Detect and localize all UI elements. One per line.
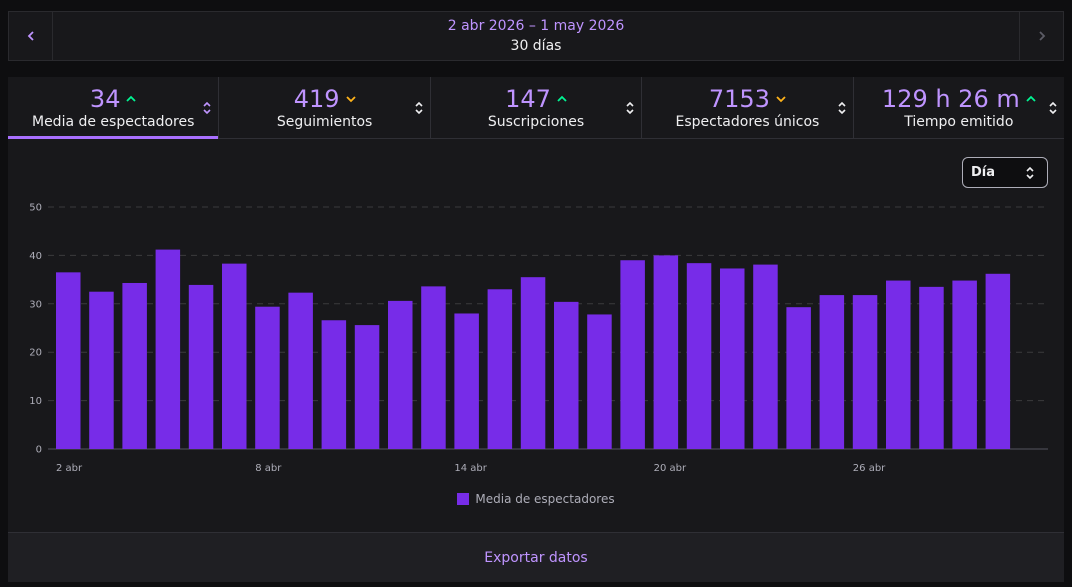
metric-label: Suscripciones <box>487 113 585 130</box>
bar <box>56 272 81 449</box>
metric-value: 34 <box>89 84 121 113</box>
bar <box>786 307 811 449</box>
metric-tab-follows[interactable]: 419 Seguimientos <box>219 77 431 138</box>
stats-panel: 34 Media de espectadores 419 Seguimiento… <box>8 77 1064 582</box>
bar <box>288 292 313 449</box>
select-chevron-icon <box>1026 166 1034 179</box>
bar <box>388 300 413 449</box>
y-tick-label: 0 <box>36 445 42 456</box>
legend-label: Media de espectadores <box>475 492 615 506</box>
bar <box>852 295 878 449</box>
bar <box>520 277 546 449</box>
bar <box>819 295 845 449</box>
export-bar: Exportar datos <box>8 532 1064 582</box>
bar <box>753 264 778 449</box>
metric-tab-unique-viewers[interactable]: 7153 Espectadores únicos <box>642 77 854 138</box>
trend-icon <box>1026 95 1036 102</box>
metric-tab-subscriptions[interactable]: 147 Suscripciones <box>431 77 643 138</box>
chart-legend[interactable]: Media de espectadores <box>8 492 1064 506</box>
date-range-days: 30 días <box>510 38 562 54</box>
metric-label: Espectadores únicos <box>675 113 820 130</box>
y-tick-label: 40 <box>29 251 42 262</box>
sort-icon <box>1049 101 1057 114</box>
bar <box>188 284 214 449</box>
bar <box>89 291 114 449</box>
sort-icon <box>838 101 846 114</box>
legend-swatch <box>457 493 470 505</box>
chevron-left-icon <box>27 31 34 41</box>
granularity-select[interactable]: Día <box>962 157 1048 188</box>
metric-value: 129 h 26 m <box>881 84 1020 113</box>
y-tick-label: 30 <box>29 299 42 310</box>
date-range-text: 2 abr 2026 – 1 may 2026 <box>447 18 625 34</box>
y-tick-label: 20 <box>29 348 42 359</box>
bar <box>421 286 446 449</box>
chevron-right-icon <box>1038 31 1045 41</box>
metric-label: Tiempo emitido <box>904 113 1014 130</box>
x-tick-label: 8 abr <box>255 463 282 474</box>
bar <box>985 273 1011 449</box>
bar <box>554 301 579 449</box>
sort-icon <box>203 101 211 114</box>
sort-icon <box>415 101 423 114</box>
metric-value: 7153 <box>708 84 770 113</box>
x-tick-label: 26 abr <box>853 463 886 474</box>
trend-icon <box>126 95 137 102</box>
metric-value: 147 <box>505 84 551 113</box>
bar <box>686 263 712 449</box>
sort-icon <box>626 101 634 114</box>
bar <box>919 286 944 449</box>
date-range-display[interactable]: 2 abr 2026 – 1 may 2026 30 días <box>53 12 1019 60</box>
granularity-select-value: Día <box>971 165 996 180</box>
bar <box>122 282 147 449</box>
x-tick-label: 20 abr <box>654 463 687 474</box>
bar <box>222 263 247 449</box>
trend-icon <box>557 95 567 102</box>
bar <box>155 249 181 449</box>
bar <box>487 289 513 449</box>
trend-icon <box>776 95 786 102</box>
previous-period-button[interactable] <box>9 12 53 60</box>
bar <box>255 306 280 449</box>
metric-label: Seguimientos <box>276 113 373 130</box>
metric-tab-time-streamed[interactable]: 129 h 26 m Tiempo emitido <box>854 77 1064 138</box>
date-range-bar: 2 abr 2026 – 1 may 2026 30 días <box>8 11 1064 61</box>
bar <box>620 260 645 449</box>
y-tick-label: 50 <box>29 203 42 214</box>
bar <box>321 320 347 449</box>
bar <box>454 313 479 449</box>
bar <box>886 280 911 449</box>
metric-value: 419 <box>293 84 340 113</box>
metric-label: Media de espectadores <box>31 113 195 130</box>
viewers-bar-chart: 0 10 20 30 40 50 2 abr 8 abr 14 abr 20 abr 26 abr <box>29 203 1048 474</box>
trend-icon <box>345 95 356 102</box>
bar <box>653 255 679 449</box>
export-data-button[interactable]: Exportar datos <box>484 549 588 566</box>
x-tick-label: 14 abr <box>454 463 487 474</box>
bar <box>354 325 380 449</box>
bar <box>720 268 745 449</box>
bar <box>952 280 977 449</box>
metric-tab-avg-viewers[interactable]: 34 Media de espectadores <box>8 77 220 139</box>
next-period-button[interactable] <box>1019 12 1063 60</box>
x-tick-label: 2 abr <box>56 463 83 474</box>
metric-tabs: 34 Media de espectadores 419 Seguimiento… <box>8 77 1064 139</box>
bar <box>587 314 612 449</box>
y-tick-label: 10 <box>29 396 42 407</box>
